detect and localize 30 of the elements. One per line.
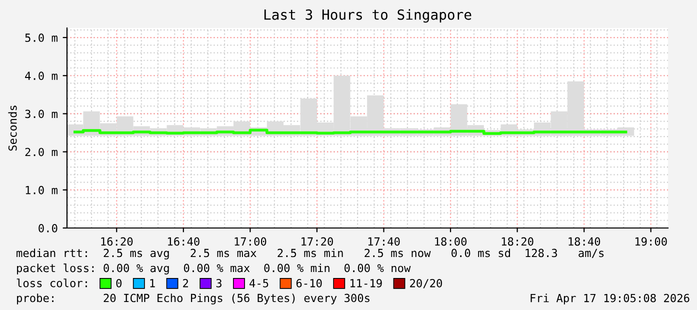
x-tick-label: 17:00 — [234, 237, 266, 246]
y-tick-label: 2.0 m — [25, 148, 58, 156]
x-tick-label: 16:20 — [101, 237, 133, 246]
text: probe: 20 ICMP Echo Pings (56 Bytes) every 300s — [17, 294, 370, 304]
y-tick-label: 1.0 m — [26, 186, 58, 194]
x-tick-label: 18:20 — [502, 237, 534, 246]
legend-label: 3 — [216, 278, 222, 288]
y-tick-label: 4.0 m — [25, 72, 58, 80]
y-axis-title: Seconds — [8, 106, 17, 151]
legend-label: 6-10 — [296, 278, 322, 288]
legend-title: loss color: — [16, 278, 87, 288]
text: median rtt: 2.5 ms avg 2.5 ms max 2.5 ms min 2.5 ms now 0.0 ms sd 128.3 am/s — [16, 248, 604, 260]
legend-label: 4-5 — [250, 279, 268, 288]
text: Fri Apr 17 19:05:08 2026 — [530, 294, 690, 304]
legend-label: 20/20 — [410, 278, 442, 288]
legend-label: 1 — [150, 279, 155, 288]
x-tick-label: 16:40 — [168, 237, 200, 246]
x-tick-label: 18:40 — [568, 237, 600, 246]
legend-label: 0 — [116, 278, 122, 288]
y-tick-label: 3.0 m — [25, 110, 58, 118]
legend-label: 2 — [183, 278, 188, 288]
x-tick-label: 19:00 — [635, 237, 667, 246]
y-tick-label: 0.0 — [38, 224, 58, 232]
text: packet loss: 0.00 % avg 0.00 % max 0.00 % min 0.00 % now — [17, 264, 411, 274]
x-tick-label: 18:00 — [435, 237, 467, 246]
y-tick-label: 5.0 m — [25, 34, 58, 42]
x-tick-label: 17:40 — [368, 237, 400, 246]
chart-title: Last 3 Hours to Singapore — [264, 9, 472, 23]
legend-label: 11-19 — [350, 278, 382, 288]
x-tick-label: 17:20 — [302, 237, 333, 246]
